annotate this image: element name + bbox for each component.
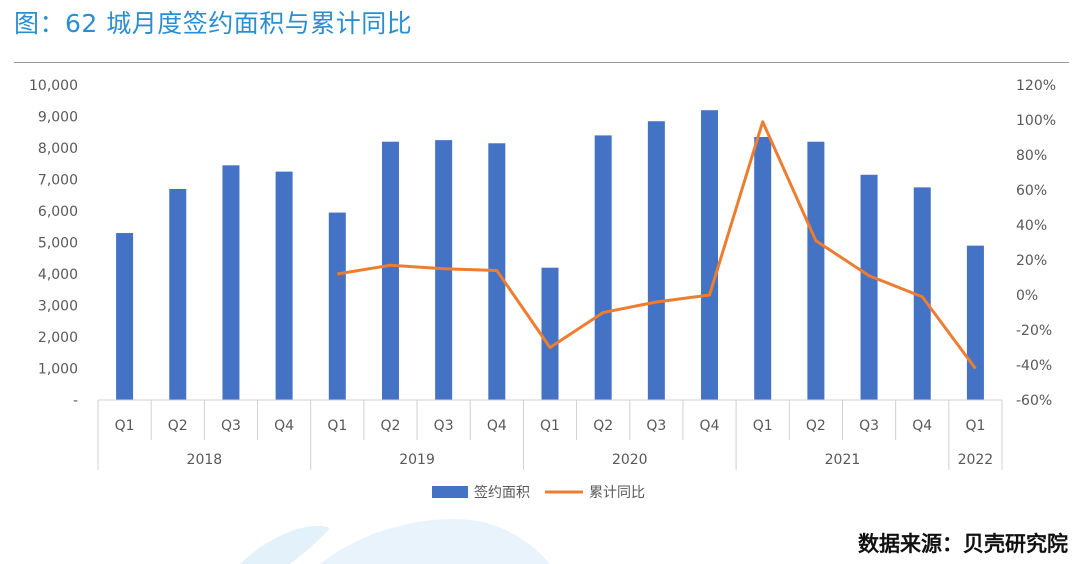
right-axis-tick-label: -20% xyxy=(1016,323,1052,339)
source-note: 数据来源：贝壳研究院 xyxy=(858,532,1068,556)
category-label: Q2 xyxy=(806,418,826,434)
title-divider xyxy=(14,62,1069,63)
category-label: Q3 xyxy=(221,418,241,434)
bar xyxy=(754,136,772,400)
bar xyxy=(913,187,931,400)
year-label: 2020 xyxy=(612,452,648,468)
year-label: 2018 xyxy=(187,452,223,468)
left-axis-tick-label: 3,000 xyxy=(38,299,78,315)
right-axis-tick-label: -40% xyxy=(1016,358,1052,374)
category-label: Q2 xyxy=(593,418,613,434)
category-label: Q2 xyxy=(381,418,401,434)
category-label: Q1 xyxy=(115,418,135,434)
left-axis-tick-label: 9,000 xyxy=(38,110,78,126)
right-axis-tick-label: -60% xyxy=(1016,393,1052,409)
chart-title: 图：62 城月度签约面积与累计同比 xyxy=(14,9,413,38)
left-axis-tick-label: 6,000 xyxy=(38,204,78,220)
legend-label-bar: 签约面积 xyxy=(474,484,530,501)
right-axis-tick-label: 40% xyxy=(1016,218,1047,234)
category-label: Q3 xyxy=(646,418,666,434)
left-axis-tick-label: 5,000 xyxy=(38,236,78,252)
right-axis-tick-label: 100% xyxy=(1016,113,1056,129)
category-label: Q3 xyxy=(434,418,454,434)
right-axis-tick-label: 80% xyxy=(1016,148,1047,164)
left-axis-tick-label: - xyxy=(73,393,78,409)
legend-label-line: 累计同比 xyxy=(589,485,645,501)
category-label: Q4 xyxy=(700,418,720,434)
right-axis-tick-label: 60% xyxy=(1016,183,1047,199)
right-axis-tick-label: 0% xyxy=(1016,288,1038,304)
left-axis-tick-label: 7,000 xyxy=(38,173,78,189)
category-label: Q4 xyxy=(487,418,507,434)
category-label: Q4 xyxy=(274,418,294,434)
bar xyxy=(169,188,187,400)
left-axis-tick-label: 10,000 xyxy=(29,78,78,94)
bar xyxy=(647,121,665,400)
year-label: 2021 xyxy=(825,452,861,468)
bar xyxy=(594,135,612,400)
legend-swatch-bar xyxy=(432,486,468,498)
category-label: Q1 xyxy=(753,418,773,434)
right-axis-tick-label: 120% xyxy=(1016,78,1056,94)
bar xyxy=(966,245,984,400)
category-label: Q4 xyxy=(912,418,932,434)
year-label: 2019 xyxy=(399,452,435,468)
bar xyxy=(701,110,719,400)
year-label: 2022 xyxy=(958,452,994,468)
bar xyxy=(860,174,878,400)
bar xyxy=(807,141,825,400)
category-label: Q3 xyxy=(859,418,879,434)
category-label: Q1 xyxy=(540,418,560,434)
right-axis-tick-label: 20% xyxy=(1016,253,1047,269)
left-axis-tick-label: 2,000 xyxy=(38,330,78,346)
left-axis-tick-label: 1,000 xyxy=(38,362,78,378)
bar xyxy=(541,267,559,400)
left-axis-tick-label: 8,000 xyxy=(38,141,78,157)
category-label: Q2 xyxy=(168,418,188,434)
left-axis-tick-label: 4,000 xyxy=(38,267,78,283)
bar xyxy=(275,171,293,400)
category-label: Q1 xyxy=(327,418,347,434)
bar xyxy=(222,165,240,400)
bar xyxy=(328,212,346,400)
bar xyxy=(381,141,399,400)
bar xyxy=(116,233,134,400)
category-label: Q1 xyxy=(965,418,985,434)
